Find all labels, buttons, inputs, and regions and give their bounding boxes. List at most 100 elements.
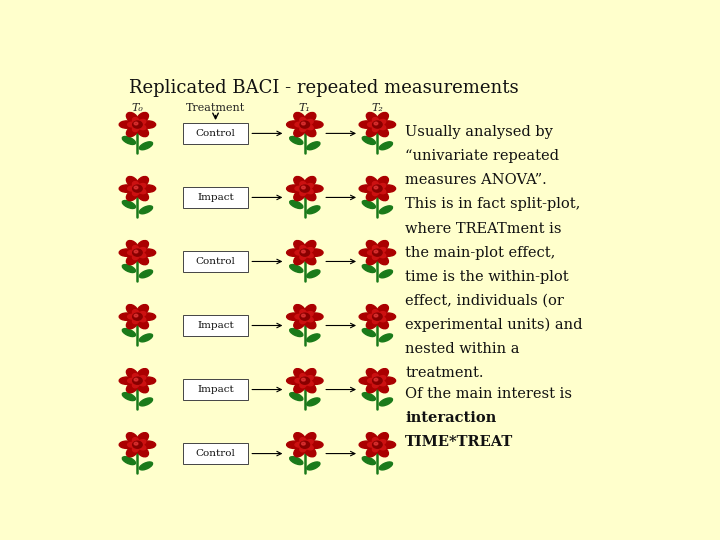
Ellipse shape bbox=[140, 206, 153, 214]
Ellipse shape bbox=[127, 447, 138, 457]
Ellipse shape bbox=[289, 328, 303, 336]
Circle shape bbox=[373, 377, 382, 384]
Ellipse shape bbox=[137, 254, 148, 265]
Ellipse shape bbox=[305, 447, 316, 457]
Text: experimental units) and: experimental units) and bbox=[405, 318, 582, 333]
Ellipse shape bbox=[359, 377, 374, 384]
Circle shape bbox=[300, 185, 310, 192]
Ellipse shape bbox=[372, 374, 379, 381]
Ellipse shape bbox=[366, 190, 378, 201]
Ellipse shape bbox=[305, 247, 313, 253]
Ellipse shape bbox=[380, 249, 395, 256]
Ellipse shape bbox=[308, 313, 323, 320]
Ellipse shape bbox=[122, 137, 135, 145]
Ellipse shape bbox=[308, 121, 323, 128]
Ellipse shape bbox=[362, 457, 375, 464]
Ellipse shape bbox=[380, 121, 395, 128]
Ellipse shape bbox=[307, 334, 320, 342]
Ellipse shape bbox=[295, 379, 305, 383]
Ellipse shape bbox=[289, 265, 303, 273]
Ellipse shape bbox=[132, 438, 139, 444]
Text: the main-plot effect,: the main-plot effect, bbox=[405, 246, 556, 260]
Ellipse shape bbox=[366, 254, 378, 265]
Text: T₀: T₀ bbox=[132, 104, 143, 113]
Ellipse shape bbox=[305, 444, 313, 450]
Ellipse shape bbox=[372, 246, 379, 252]
Ellipse shape bbox=[289, 137, 303, 145]
Ellipse shape bbox=[305, 312, 313, 317]
Ellipse shape bbox=[137, 240, 148, 251]
Ellipse shape bbox=[140, 441, 156, 448]
Circle shape bbox=[134, 186, 138, 189]
Ellipse shape bbox=[380, 441, 395, 448]
Circle shape bbox=[374, 122, 378, 125]
Ellipse shape bbox=[127, 126, 138, 137]
Circle shape bbox=[132, 441, 142, 448]
Ellipse shape bbox=[305, 316, 313, 322]
Ellipse shape bbox=[120, 249, 135, 256]
Bar bbox=[184, 123, 248, 144]
Circle shape bbox=[300, 313, 310, 320]
Ellipse shape bbox=[307, 398, 320, 406]
Ellipse shape bbox=[137, 433, 148, 443]
Ellipse shape bbox=[287, 313, 302, 320]
Ellipse shape bbox=[377, 305, 388, 315]
Ellipse shape bbox=[305, 369, 316, 379]
Text: interaction: interaction bbox=[405, 411, 497, 425]
Ellipse shape bbox=[305, 126, 316, 137]
Ellipse shape bbox=[140, 185, 156, 192]
Ellipse shape bbox=[372, 309, 379, 316]
Ellipse shape bbox=[366, 126, 378, 137]
Circle shape bbox=[302, 442, 305, 445]
Ellipse shape bbox=[138, 247, 146, 253]
Text: effect, individuals (or: effect, individuals (or bbox=[405, 294, 564, 308]
Circle shape bbox=[134, 442, 138, 445]
Ellipse shape bbox=[289, 457, 303, 464]
Ellipse shape bbox=[377, 376, 386, 381]
Ellipse shape bbox=[377, 254, 388, 265]
Circle shape bbox=[300, 441, 310, 448]
Ellipse shape bbox=[137, 305, 148, 315]
Ellipse shape bbox=[359, 313, 374, 320]
Bar bbox=[184, 379, 248, 400]
Ellipse shape bbox=[138, 184, 146, 189]
Ellipse shape bbox=[300, 317, 307, 323]
Circle shape bbox=[373, 121, 382, 128]
Ellipse shape bbox=[140, 313, 156, 320]
Text: time is the within-plot: time is the within-plot bbox=[405, 270, 569, 284]
Ellipse shape bbox=[366, 447, 378, 457]
Ellipse shape bbox=[294, 177, 305, 187]
Circle shape bbox=[374, 378, 378, 381]
Ellipse shape bbox=[305, 184, 313, 189]
Ellipse shape bbox=[377, 318, 388, 329]
Circle shape bbox=[373, 441, 382, 448]
Text: This is in fact split-plot,: This is in fact split-plot, bbox=[405, 198, 580, 212]
Ellipse shape bbox=[287, 249, 302, 256]
Circle shape bbox=[302, 186, 305, 189]
Circle shape bbox=[132, 121, 142, 128]
Ellipse shape bbox=[367, 379, 377, 383]
Ellipse shape bbox=[132, 253, 139, 260]
Ellipse shape bbox=[294, 112, 305, 123]
Ellipse shape bbox=[300, 381, 307, 388]
Ellipse shape bbox=[359, 121, 374, 128]
Ellipse shape bbox=[122, 200, 135, 208]
Ellipse shape bbox=[367, 314, 377, 319]
Ellipse shape bbox=[377, 312, 386, 317]
Ellipse shape bbox=[305, 252, 313, 258]
Circle shape bbox=[132, 313, 142, 320]
Ellipse shape bbox=[287, 185, 302, 192]
Ellipse shape bbox=[377, 240, 388, 251]
Ellipse shape bbox=[132, 118, 139, 124]
Ellipse shape bbox=[377, 177, 388, 187]
Ellipse shape bbox=[122, 393, 135, 401]
Ellipse shape bbox=[377, 447, 388, 457]
Text: T₂: T₂ bbox=[372, 104, 383, 113]
Ellipse shape bbox=[140, 377, 156, 384]
Ellipse shape bbox=[377, 184, 386, 189]
Ellipse shape bbox=[305, 124, 313, 130]
Circle shape bbox=[302, 250, 305, 253]
Ellipse shape bbox=[305, 440, 313, 445]
Ellipse shape bbox=[308, 441, 323, 448]
Circle shape bbox=[373, 185, 382, 192]
